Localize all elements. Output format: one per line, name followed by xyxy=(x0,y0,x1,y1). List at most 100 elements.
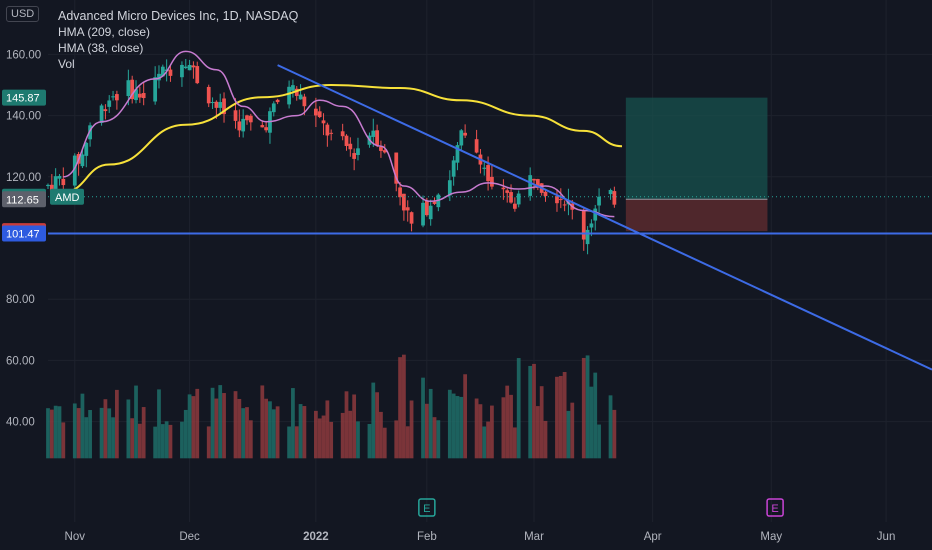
candle-body xyxy=(187,65,192,71)
candle-body xyxy=(340,131,345,137)
volume-bar xyxy=(562,372,567,459)
volume-bar xyxy=(111,417,115,459)
candle-body xyxy=(245,115,249,121)
downtrend-line[interactable] xyxy=(277,64,932,371)
hma38-line xyxy=(63,50,615,218)
volume-bar xyxy=(275,406,280,459)
volume-bar xyxy=(356,421,360,459)
candle-body xyxy=(379,146,383,151)
currency-label[interactable]: USD xyxy=(6,6,40,22)
candle-body xyxy=(597,196,601,206)
volume-bar xyxy=(222,393,226,459)
candle-body xyxy=(57,175,62,179)
volume-bar xyxy=(371,382,376,459)
volume-bar xyxy=(490,405,494,459)
candle-body xyxy=(555,196,559,204)
volume-bar xyxy=(287,426,291,459)
volume-bar xyxy=(402,354,406,459)
earnings-marker-label: E xyxy=(771,503,778,515)
candle-body xyxy=(562,204,567,206)
entry-price-label: 112.65 xyxy=(6,194,39,206)
volume-bar xyxy=(218,385,223,459)
volume-bar xyxy=(398,357,402,459)
volume-bar xyxy=(501,397,506,459)
candle-body xyxy=(463,132,468,136)
candle-body xyxy=(49,184,54,192)
legend-volume[interactable]: Vol xyxy=(58,57,75,71)
candle-body xyxy=(191,65,196,68)
candle-body xyxy=(589,223,594,228)
candle-body xyxy=(302,96,307,107)
volume-bar xyxy=(382,427,387,459)
candle-body xyxy=(61,178,66,186)
ticker-tag: AMD xyxy=(55,192,80,204)
candle-body xyxy=(115,94,119,101)
volume-bar xyxy=(210,387,215,459)
volume-bar xyxy=(291,388,295,459)
candle-body xyxy=(585,229,590,245)
candle-body xyxy=(459,130,464,146)
legend-hma38[interactable]: HMA (38, close) xyxy=(58,41,144,55)
volume-bar xyxy=(451,393,456,459)
candle-body xyxy=(325,124,330,136)
y-tick-label: 60.00 xyxy=(6,355,35,367)
candle-body xyxy=(314,108,318,116)
candle-body xyxy=(160,66,165,77)
candle-body xyxy=(409,212,414,224)
earnings-marker-label: E xyxy=(423,503,430,515)
indicator-lines xyxy=(63,50,623,218)
volume-bar xyxy=(608,395,613,459)
stop-zone xyxy=(625,199,768,232)
volume-bar xyxy=(187,394,192,459)
time-axis[interactable]: Nov Dec 2022 Feb Mar Apr May Jun xyxy=(65,531,896,543)
candle-body xyxy=(321,120,326,124)
candle-body xyxy=(509,192,513,203)
candle-body xyxy=(53,176,58,194)
volume-bar xyxy=(532,363,536,459)
volume-bar xyxy=(516,358,521,459)
candle-body xyxy=(291,85,295,91)
candle-body xyxy=(558,199,563,201)
volume-bar xyxy=(206,426,211,459)
x-tick-label: Feb xyxy=(417,531,437,543)
candle-body xyxy=(271,103,276,113)
candle-body xyxy=(455,145,460,163)
support-price-label: 101.47 xyxy=(6,229,40,241)
earnings-marker-box[interactable] xyxy=(766,498,784,517)
drawing-lines[interactable] xyxy=(48,64,932,371)
volume-bar xyxy=(80,393,85,459)
candle-body xyxy=(490,176,494,187)
volume-bar xyxy=(268,401,272,459)
candle-body xyxy=(264,127,269,131)
candle-body xyxy=(405,207,410,211)
volume-bar xyxy=(53,405,58,459)
candle-body xyxy=(80,154,85,167)
legend-hma209[interactable]: HMA (209, close) xyxy=(58,25,151,39)
volume-bar xyxy=(558,375,563,459)
volume-bar xyxy=(597,424,601,459)
candle-body xyxy=(137,93,142,98)
x-tick-label: Mar xyxy=(524,531,544,543)
volume-bar xyxy=(612,409,617,459)
earnings-marker-box[interactable] xyxy=(418,498,436,517)
volume-bar xyxy=(130,418,135,459)
y-tick-label: 140.00 xyxy=(6,111,41,123)
volume-bar xyxy=(340,412,345,459)
long-position-tool[interactable] xyxy=(625,97,768,232)
symbol-title[interactable]: Advanced Micro Devices Inc, 1D, NASDAQ xyxy=(58,9,299,23)
volume-bar xyxy=(424,403,429,459)
candle-body xyxy=(329,132,334,134)
candle-body xyxy=(294,88,299,96)
volume-bar xyxy=(76,408,81,459)
candle-body xyxy=(153,77,158,102)
candle-body xyxy=(88,125,92,140)
volume-bar xyxy=(137,423,142,459)
target-zone xyxy=(625,97,768,200)
volume-bar xyxy=(302,406,307,459)
x-tick-label: Jun xyxy=(877,531,896,543)
volume-bar xyxy=(478,404,483,459)
